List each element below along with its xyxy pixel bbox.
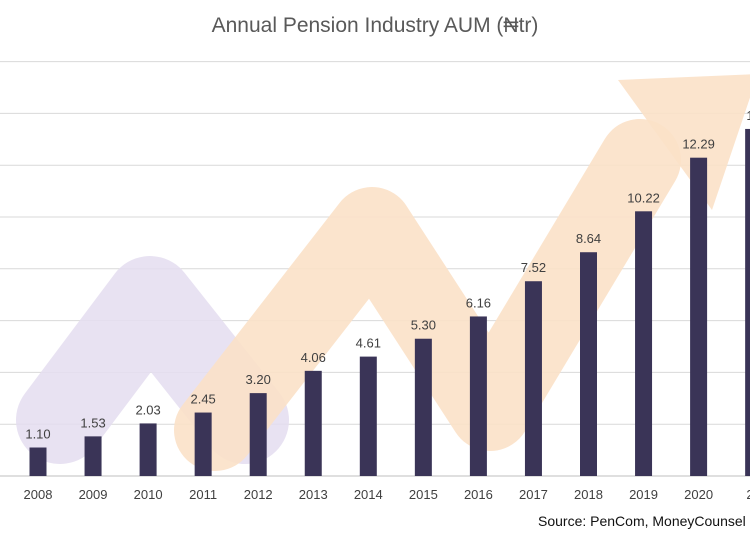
- x-tick-2020: 2020: [684, 487, 713, 502]
- bar-2011: [194, 412, 212, 476]
- bar-2010: [139, 423, 157, 476]
- source-note: Source: PenCom, MoneyCounsel: [538, 513, 746, 529]
- x-tick-2012: 2012: [244, 487, 273, 502]
- x-tick-2014: 2014: [354, 487, 383, 502]
- value-label-2017: 7.52: [521, 260, 546, 275]
- orange-arrow-head: [618, 74, 750, 210]
- value-label-2013: 4.06: [301, 350, 326, 365]
- value-label-2012: 3.20: [246, 372, 271, 387]
- bar-series: [29, 128, 750, 476]
- bar-2018: [580, 252, 597, 476]
- value-label-2014: 4.61: [356, 336, 381, 351]
- orange-arrow-shape: [174, 119, 681, 471]
- chart-title: Annual Pension Industry AUM (₦tr): [211, 14, 539, 37]
- x-tick-2015: 2015: [409, 487, 438, 502]
- value-label-2021: 13: [746, 108, 750, 123]
- bar-2016: [469, 316, 487, 476]
- bar-2021: [745, 128, 750, 476]
- x-tick-2019: 2019: [629, 487, 658, 502]
- bar-2017: [524, 281, 542, 476]
- value-labels: 1.10 1.53 2.03 2.45 3.20 4.06 4.61 5.30 6.16 7.52…: [25, 108, 750, 442]
- value-label-2015: 5.30: [411, 318, 436, 333]
- x-tick-2018: 2018: [574, 487, 603, 502]
- value-label-2008: 1.10: [25, 427, 50, 442]
- bar-2008: [29, 447, 47, 476]
- bar-2015: [414, 338, 432, 476]
- x-tick-2021: 20: [746, 487, 750, 502]
- bar-2009: [84, 436, 102, 476]
- value-label-2020: 12.29: [682, 137, 715, 152]
- x-tick-2010: 2010: [134, 487, 163, 502]
- bar-2012: [249, 393, 267, 476]
- x-tick-2011: 2011: [189, 487, 217, 502]
- x-axis-tick-labels: 2008 2009 2010 2011 2012 2013 2014 2015 2016 2017…: [24, 487, 750, 502]
- value-label-2011: 2.45: [190, 392, 215, 407]
- x-tick-2008: 2008: [24, 487, 53, 502]
- x-tick-2016: 2016: [464, 487, 493, 502]
- bar-2014: [359, 356, 377, 476]
- x-tick-2013: 2013: [299, 487, 328, 502]
- value-label-2016: 6.16: [466, 295, 491, 310]
- value-label-2009: 1.53: [80, 415, 105, 430]
- value-label-2019: 10.22: [627, 190, 660, 205]
- bar-2020: [690, 157, 708, 476]
- background-arrow-graphic: [16, 74, 750, 471]
- x-tick-2009: 2009: [79, 487, 108, 502]
- value-label-2018: 8.64: [576, 231, 601, 246]
- bar-2019: [635, 211, 653, 476]
- value-label-2010: 2.03: [135, 402, 160, 417]
- bar-2013: [304, 370, 322, 476]
- x-tick-2017: 2017: [519, 487, 548, 502]
